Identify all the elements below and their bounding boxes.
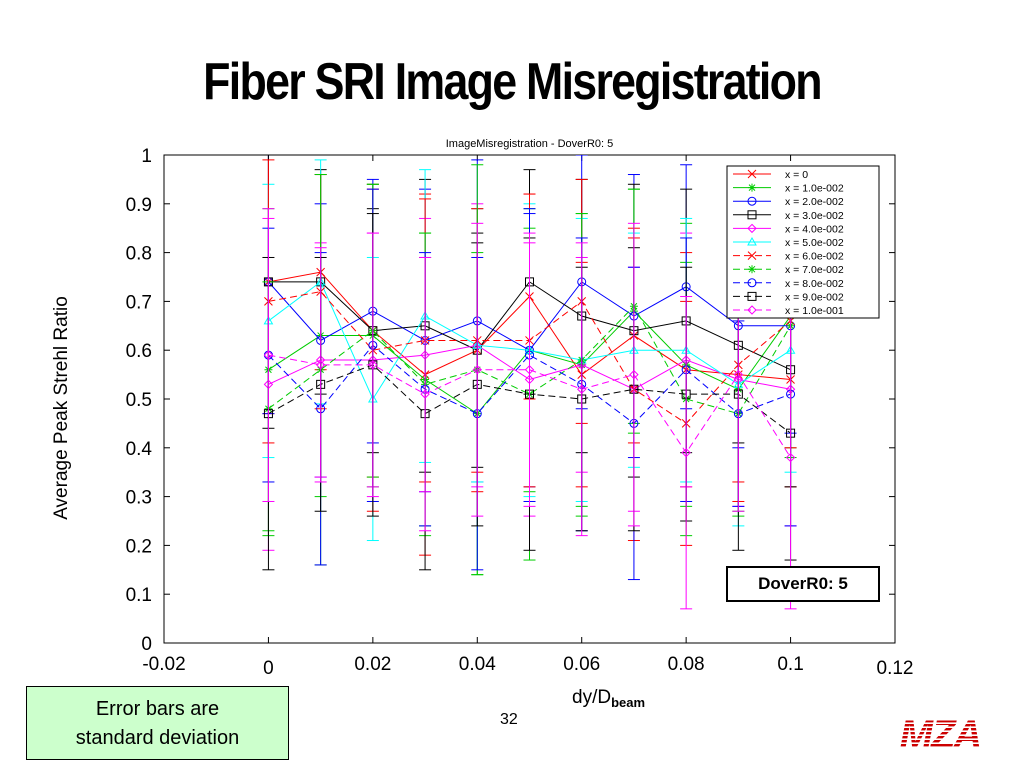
data-point bbox=[420, 389, 430, 399]
legend-label: x = 0 bbox=[785, 169, 808, 181]
legend-label: x = 4.0e-002 bbox=[785, 223, 844, 235]
data-point bbox=[747, 305, 757, 315]
x-axis-label: dy/Dbeam bbox=[572, 687, 645, 710]
legend-item: x = 0 bbox=[733, 169, 808, 181]
legend-item: x = 2.0e-002 bbox=[733, 196, 844, 208]
data-point bbox=[747, 169, 757, 179]
data-point bbox=[747, 278, 757, 288]
data-point bbox=[524, 365, 535, 375]
legend-item: x = 1.0e-002 bbox=[733, 183, 844, 195]
legend-item: x = 1.0e-001 bbox=[733, 305, 844, 317]
x-tick-label: 0 bbox=[263, 658, 274, 679]
series-10 bbox=[262, 208, 797, 610]
data-point bbox=[748, 183, 756, 192]
legend-label: x = 3.0e-002 bbox=[785, 210, 844, 222]
dover-annotation: DoverR0: 5 bbox=[726, 566, 880, 602]
x-tick-label: 0.08 bbox=[668, 654, 705, 675]
y-tick-label: 1 bbox=[141, 146, 152, 167]
y-tick-label: 0.1 bbox=[126, 585, 152, 606]
data-point bbox=[747, 236, 757, 246]
legend-label: x = 2.0e-002 bbox=[785, 196, 844, 208]
mza-logo-text: MZA bbox=[900, 716, 981, 752]
note-line-2: standard deviation bbox=[75, 727, 240, 749]
series-line bbox=[268, 354, 791, 458]
data-point bbox=[747, 291, 757, 301]
series-line bbox=[268, 305, 792, 415]
error-bar-note: Error bars are standard deviation bbox=[26, 686, 289, 760]
y-tick-label: 0.7 bbox=[126, 292, 152, 313]
y-tick-label: 0.8 bbox=[126, 244, 152, 265]
series-line bbox=[268, 344, 791, 425]
data-point bbox=[681, 447, 691, 458]
legend-label: x = 7.0e-002 bbox=[785, 264, 844, 276]
data-point bbox=[472, 365, 482, 375]
data-point bbox=[315, 360, 326, 370]
y-axis-label: Average Peak Strehl Ratio bbox=[51, 296, 72, 520]
data-point bbox=[577, 384, 587, 394]
legend-label: x = 5.0e-002 bbox=[785, 237, 844, 249]
x-tick-label: 0.12 bbox=[877, 658, 914, 679]
legend-item: x = 3.0e-002 bbox=[733, 210, 844, 222]
slide-title: Fiber SRI Image Misregistration bbox=[203, 53, 822, 111]
x-tick-label: 0.02 bbox=[354, 654, 391, 675]
y-tick-label: 0.3 bbox=[126, 488, 152, 509]
data-point bbox=[629, 369, 639, 380]
x-axis-label-sub: beam bbox=[611, 695, 646, 710]
y-tick-label: 0 bbox=[141, 634, 152, 655]
data-point bbox=[263, 350, 274, 360]
legend-item: x = 7.0e-002 bbox=[733, 264, 844, 276]
y-tick-label: 0.6 bbox=[126, 341, 152, 362]
data-point bbox=[747, 210, 757, 220]
note-line-1: Error bars are bbox=[95, 698, 220, 720]
legend-item: x = 9.0e-002 bbox=[733, 291, 844, 303]
mza-logo: MZA bbox=[900, 716, 983, 752]
legend-item: x = 5.0e-002 bbox=[733, 236, 844, 249]
x-axis-label-main: dy/D bbox=[572, 687, 612, 708]
data-point bbox=[747, 251, 757, 260]
x-tick-label: -0.02 bbox=[142, 654, 185, 675]
legend-label: x = 1.0e-002 bbox=[785, 183, 844, 195]
x-tick-label: 0.06 bbox=[563, 654, 600, 675]
data-point bbox=[747, 223, 757, 234]
y-tick-label: 0.5 bbox=[126, 390, 152, 411]
y-tick-label: 0.4 bbox=[126, 439, 153, 460]
y-tick-label: 0.9 bbox=[126, 195, 152, 216]
legend-item: x = 6.0e-002 bbox=[733, 251, 844, 263]
legend-item: x = 8.0e-002 bbox=[733, 278, 844, 290]
x-tick-label: 0.1 bbox=[777, 654, 803, 675]
page-number: 32 bbox=[500, 711, 518, 728]
legend-label: x = 8.0e-002 bbox=[785, 278, 844, 290]
y-tick-label: 0.2 bbox=[126, 536, 152, 557]
legend-item: x = 4.0e-002 bbox=[733, 223, 844, 235]
legend-label: x = 6.0e-002 bbox=[785, 251, 844, 263]
data-point bbox=[368, 360, 378, 370]
chart-title: ImageMisregistration - DoverR0: 5 bbox=[446, 138, 614, 150]
data-point bbox=[733, 369, 744, 380]
data-point bbox=[748, 265, 756, 274]
legend-label: x = 1.0e-001 bbox=[785, 305, 844, 317]
data-point bbox=[747, 196, 757, 206]
legend-label: x = 9.0e-002 bbox=[785, 291, 844, 303]
x-tick-label: 0.04 bbox=[459, 654, 496, 675]
data-point bbox=[785, 452, 796, 463]
